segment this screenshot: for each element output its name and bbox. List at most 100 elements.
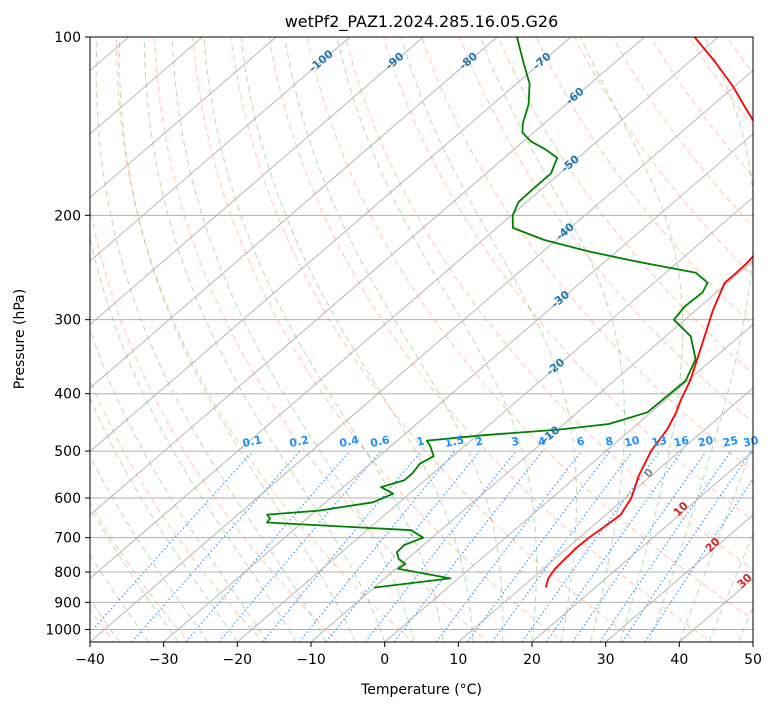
isotherm-line <box>163 133 753 642</box>
moist-adiabat <box>649 37 753 642</box>
isotherm-line <box>90 37 203 135</box>
mixing-ratio-label: 20 <box>697 434 715 450</box>
moist-adiabat <box>284 37 504 642</box>
y-tick-label: 100 <box>54 30 81 46</box>
mixing-ratio-label: 1.5 <box>443 433 465 450</box>
isotherm-line <box>90 37 277 199</box>
isotherm-line <box>752 641 753 642</box>
moist-adiabat <box>708 532 753 642</box>
mixing-ratio-line <box>364 450 517 642</box>
mixing-ratio-label: 0.2 <box>288 433 310 450</box>
chart-title: wetPf2_PAZ1.2024.285.16.05.G26 <box>285 12 559 32</box>
mixing-ratio-label: 30 <box>742 434 760 450</box>
x-tick-label: 40 <box>670 652 688 668</box>
x-tick-label: −10 <box>296 652 326 668</box>
mixing-ratio-label: 0.6 <box>369 433 391 450</box>
mixing-ratio-line <box>90 450 254 634</box>
isotherm-line <box>458 387 753 642</box>
mixing-ratio-label: 25 <box>722 434 740 450</box>
dry-adiabat <box>90 378 265 642</box>
moist-adiabat <box>143 37 386 642</box>
x-axis-label: Temperature (°C) <box>360 682 482 698</box>
mixing-ratio-line <box>521 450 661 642</box>
dry-adiabat <box>756 24 775 645</box>
x-tick-label: −40 <box>75 652 105 668</box>
y-tick-label: 1000 <box>45 622 81 638</box>
isotherm-line <box>90 69 753 642</box>
mixing-ratio-label: 8 <box>604 435 614 449</box>
dry-adiabat <box>192 37 564 642</box>
plot-frame <box>89 36 754 643</box>
x-tick-label: 30 <box>597 652 615 668</box>
y-tick-label: 300 <box>54 313 81 329</box>
y-tick-label: 400 <box>54 387 81 403</box>
dewpoint-line <box>266 37 709 589</box>
y-tick-label: 900 <box>54 595 81 611</box>
dry-adiabat <box>726 37 753 75</box>
dry-adiabat <box>535 37 753 326</box>
y-axis-label: Pressure (hPa) <box>12 289 28 389</box>
dry-adiabat <box>383 37 753 522</box>
isotherm-line <box>90 37 424 326</box>
isotherm-line <box>384 323 753 642</box>
moist-adiabat <box>95 37 327 642</box>
dry-adiabat <box>421 37 753 472</box>
mixing-ratio-label: 16 <box>673 434 691 450</box>
mixing-ratio-line <box>218 450 382 642</box>
moist-adiabat <box>90 598 120 642</box>
dry-adiabat <box>230 37 638 642</box>
mixing-ratio-line <box>298 450 456 642</box>
mixing-ratio-label: 0.1 <box>241 433 263 450</box>
mixing-ratio-label: 13 <box>650 434 668 450</box>
moist-adiabat <box>336 37 537 642</box>
isotherm-line <box>679 577 753 642</box>
moist-adiabat <box>240 37 474 642</box>
mixing-ratio-line <box>325 450 481 642</box>
mixing-ratio-line <box>545 450 683 642</box>
x-tick-label: 0 <box>380 652 389 668</box>
x-tick-label: 20 <box>523 652 541 668</box>
series-layer <box>266 37 753 589</box>
mixing-ratio-label: 0.4 <box>338 433 360 450</box>
mixing-ratio-label: 3 <box>510 435 520 449</box>
moist-adiabat <box>579 37 684 642</box>
moist-adiabat <box>400 37 577 642</box>
temperature-line <box>544 37 753 588</box>
moist-adiabat <box>678 443 753 642</box>
x-tick-label: 10 <box>449 652 467 668</box>
x-tick-label: −30 <box>149 652 179 668</box>
y-tick-label: 200 <box>54 208 81 224</box>
moist-adiabat <box>479 37 625 642</box>
mixing-ratio-label: 2 <box>474 435 484 449</box>
adiabat-label: 30 <box>735 571 755 591</box>
isotherm-line <box>90 37 572 453</box>
moist-adiabat <box>90 454 209 642</box>
mixing-ratio-line <box>491 450 634 642</box>
isotherm-line <box>310 260 753 642</box>
mixing-ratio-line <box>467 450 611 642</box>
moist-adiabat <box>203 37 445 642</box>
mixing-ratio-label: 10 <box>623 434 641 450</box>
moist-adiabat <box>737 606 753 642</box>
mixing-ratio-line <box>262 450 422 642</box>
isotherm-line <box>531 450 753 642</box>
y-tick-label: 600 <box>54 491 81 507</box>
mixing-ratio-label: 4 <box>537 434 548 448</box>
moist-adiabat <box>90 328 268 642</box>
moist-adiabat <box>90 396 238 642</box>
isotherm-line <box>90 37 498 389</box>
moist-adiabat <box>118 37 356 642</box>
dry-adiabat <box>268 37 713 642</box>
y-tick-label: 700 <box>54 531 81 547</box>
moist-adiabat <box>90 234 297 642</box>
dry-adiabat <box>611 37 753 228</box>
adiabat-label: 10 <box>671 499 691 519</box>
isotherm-line <box>90 37 351 262</box>
dry-adiabat <box>344 37 753 571</box>
dry-adiabat <box>90 205 339 642</box>
isotherm-line <box>605 514 753 642</box>
moist-adiabat <box>90 506 179 642</box>
dry-adiabat <box>573 37 753 277</box>
mixing-ratio-label: 6 <box>576 434 587 448</box>
mixing-ratio-line <box>621 450 753 642</box>
